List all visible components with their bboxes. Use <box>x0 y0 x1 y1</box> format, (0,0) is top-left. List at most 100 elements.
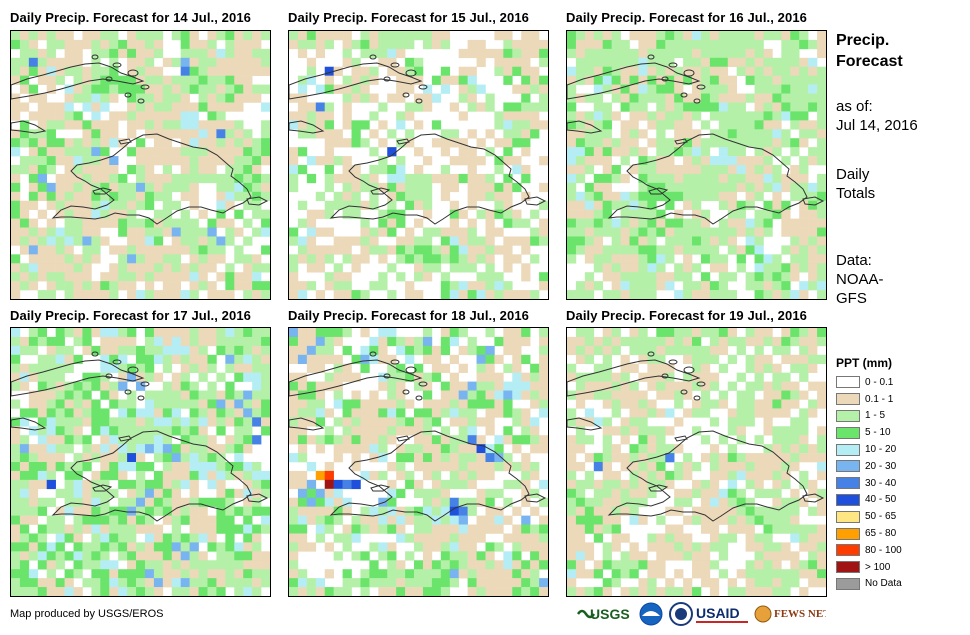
tortue-island-coastline <box>674 435 688 442</box>
jamaica-coastline <box>567 120 603 134</box>
bahamas-island-coastline <box>369 54 377 60</box>
forecast-map-2 <box>288 30 549 300</box>
legend-item: 40 - 50 <box>836 492 961 509</box>
legend-item: 1 - 5 <box>836 408 961 425</box>
hispaniola-coastline <box>329 430 530 522</box>
bahamas-island-coastline <box>683 69 695 77</box>
bahamas-island-coastline <box>647 351 655 357</box>
usaid-logo: USAID <box>696 600 752 628</box>
bahamas-island-coastline <box>668 359 678 365</box>
legend-title: PPT (mm) <box>836 356 893 370</box>
legend-label: 80 - 100 <box>865 544 902 556</box>
fewsnet-logo: FEWS NET <box>754 600 831 628</box>
jamaica-coastline <box>567 417 603 431</box>
bahamas-island-coastline <box>668 62 678 68</box>
bahamas-island-coastline <box>696 84 706 90</box>
cuba-coastline <box>567 359 701 397</box>
hispaniola-coastline <box>329 133 530 225</box>
hispaniola-coastline <box>607 430 808 522</box>
legend-swatch <box>836 376 860 389</box>
legend-swatch <box>836 443 860 456</box>
cuba-coastline <box>567 62 701 100</box>
bahamas-island-coastline <box>140 381 150 387</box>
forecast-map-6 <box>566 327 827 597</box>
bahamas-island-coastline <box>383 373 391 379</box>
gonave-island-coastline <box>92 187 113 195</box>
usaid-logo-text: USAID <box>696 605 740 621</box>
bahamas-island-coastline <box>127 366 139 374</box>
side-title-forecast: Forecast <box>836 53 903 70</box>
fewsnet-logo-text: FEWS NET <box>774 608 826 620</box>
usgs-logo: USGS <box>576 600 634 628</box>
precip-grid-5 <box>289 328 548 596</box>
precip-legend: PPT (mm) 0 - 0.1 0.1 - 1 1 - 5 5 - 10 10 - 2… <box>836 356 961 592</box>
cuba-coastline <box>11 62 145 100</box>
panel-title-1: Daily Precip. Forecast for 14 Jul., 2016 <box>10 10 252 25</box>
legend-swatch <box>836 477 860 490</box>
data-source-2: GFS <box>836 290 867 307</box>
precip-grid-4 <box>11 328 270 596</box>
bahamas-island-coastline <box>415 395 423 401</box>
bahamas-island-coastline <box>402 389 410 395</box>
bahamas-island-coastline <box>418 84 428 90</box>
legend-swatch <box>836 460 860 473</box>
bahamas-island-coastline <box>647 54 655 60</box>
bahamas-island-coastline <box>418 381 428 387</box>
gonave-island-coastline <box>92 484 113 492</box>
side-title-precip: Precip. <box>836 32 890 49</box>
legend-label: > 100 <box>865 561 891 573</box>
gonave-island-coastline <box>648 187 669 195</box>
bahamas-island-coastline <box>390 359 400 365</box>
legend-label: 0.1 - 1 <box>865 393 894 405</box>
bahamas-island-coastline <box>661 76 669 82</box>
legend-swatch <box>836 426 860 439</box>
legend-swatch <box>836 510 860 523</box>
bahamas-island-coastline <box>127 69 139 77</box>
bahamas-island-coastline <box>680 389 688 395</box>
usgs-logo-text: USGS <box>590 606 630 622</box>
bahamas-island-coastline <box>693 98 701 104</box>
puerto-rico-coastline <box>524 196 547 206</box>
legend-swatch <box>836 393 860 406</box>
bahamas-island-coastline <box>140 84 150 90</box>
legend-item: > 100 <box>836 559 961 576</box>
bahamas-island-coastline <box>124 389 132 395</box>
legend-label: 40 - 50 <box>865 494 897 506</box>
bahamas-island-coastline <box>405 69 417 77</box>
bahamas-island-coastline <box>661 373 669 379</box>
gonave-island-coastline <box>370 187 391 195</box>
precip-grid-3 <box>567 31 826 299</box>
forecast-map-5 <box>288 327 549 597</box>
bahamas-island-coastline <box>402 92 410 98</box>
hispaniola-coastline <box>607 133 808 225</box>
legend-item: 80 - 100 <box>836 542 961 559</box>
bahamas-island-coastline <box>105 76 113 82</box>
forecast-map-1 <box>10 30 271 300</box>
legend-item: 10 - 20 <box>836 441 961 458</box>
bahamas-island-coastline <box>105 373 113 379</box>
legend-item: 0.1 - 1 <box>836 391 961 408</box>
cuba-coastline <box>289 359 423 397</box>
totals-label-1: Daily <box>836 166 870 183</box>
data-source-label: Data: <box>836 252 872 269</box>
forecast-map-3 <box>566 30 827 300</box>
map-credit: Map produced by USGS/EROS <box>10 608 164 620</box>
legend-swatch <box>836 561 860 574</box>
bahamas-island-coastline <box>137 98 145 104</box>
bahamas-island-coastline <box>390 62 400 68</box>
puerto-rico-coastline <box>246 493 269 503</box>
jamaica-coastline <box>11 417 47 431</box>
legend-item: 0 - 0.1 <box>836 374 961 391</box>
gonave-island-coastline <box>648 484 669 492</box>
bahamas-island-coastline <box>680 92 688 98</box>
hispaniola-coastline <box>51 430 252 522</box>
cuba-coastline <box>11 359 145 397</box>
puerto-rico-coastline <box>802 493 825 503</box>
bahamas-island-coastline <box>405 366 417 374</box>
legend-swatch <box>836 577 860 590</box>
legend-label: 30 - 40 <box>865 477 897 489</box>
bahamas-island-coastline <box>693 395 701 401</box>
panel-title-2: Daily Precip. Forecast for 15 Jul., 2016 <box>288 10 530 25</box>
legend-swatch <box>836 409 860 422</box>
bahamas-island-coastline <box>683 366 695 374</box>
